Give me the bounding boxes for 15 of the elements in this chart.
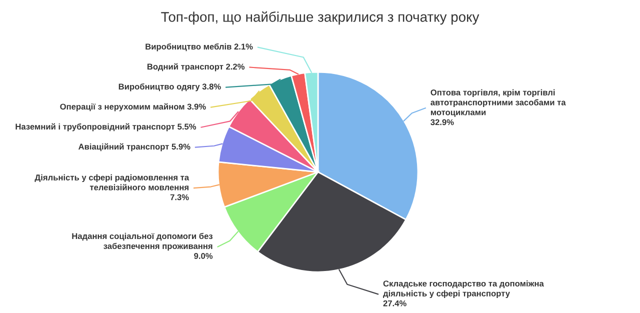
slice-label: Водний транспорт 2.2%: [147, 63, 245, 72]
data-label: 9.0%: [194, 253, 213, 259]
chart-title: Топ-фоп, що найбільше закрилися з початку року: [161, 11, 480, 25]
slice-label: Діяльність у сфері радіомовлення та телевізійного мовлення: [34, 174, 190, 190]
data-label: 27.4%: [383, 300, 406, 306]
slice-label: Авіаційний транспорт 5.9%: [78, 143, 190, 152]
slice-label: Наземний і трубопровідний транспорт 5.5%: [16, 123, 196, 132]
data-label: 32.9%: [430, 119, 454, 126]
slice-label: Виробництво меблів 2.1%: [146, 43, 253, 52]
slice-label: Операції з нерухомим майном 3.9%: [60, 103, 206, 112]
slice-label: Складське господарство та допоміжна діяльність у сфері транспорту: [383, 280, 544, 298]
slice-label: Надання соціальної допомоги без забезпечення проживання: [72, 232, 213, 251]
slice-label: Виробництво одягу 3.8%: [118, 83, 221, 92]
slice-label: Оптова торгівля, крім торгівлі автотранспортними засобами та мотоциклами: [430, 89, 566, 117]
data-label: 7.3%: [170, 194, 189, 200]
